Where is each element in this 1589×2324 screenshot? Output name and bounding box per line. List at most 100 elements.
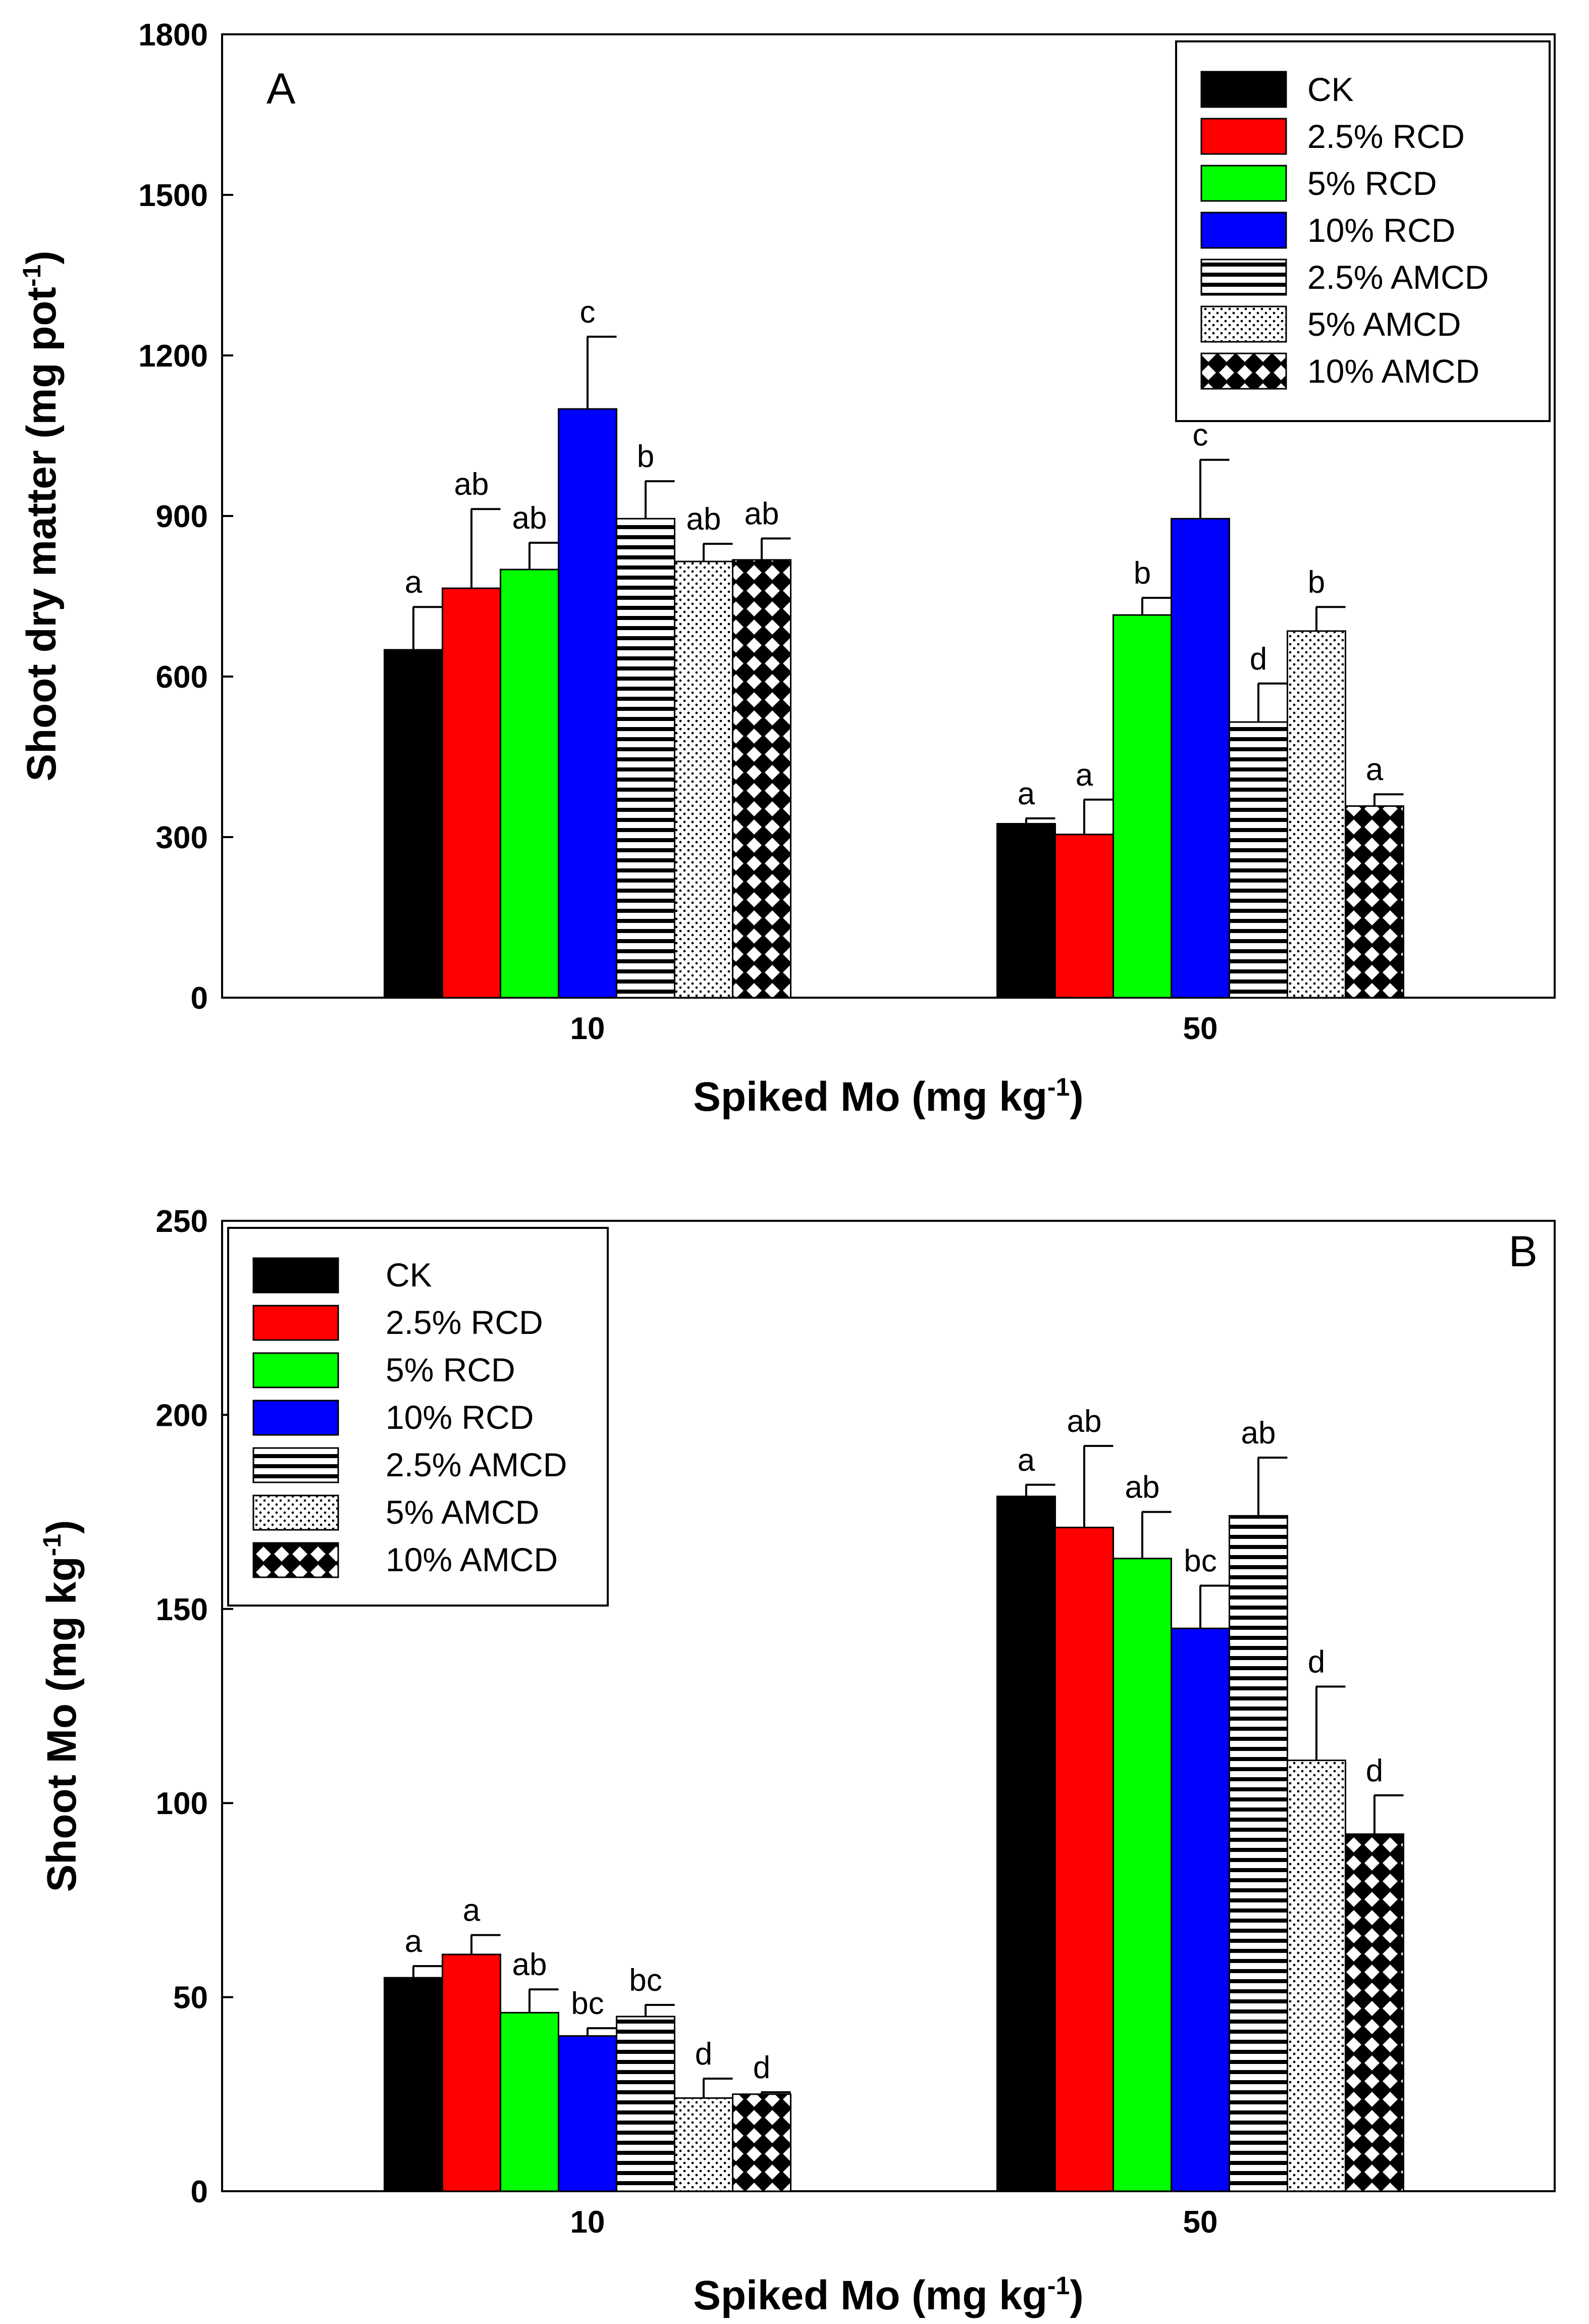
legend-label-10pct-amcd: 10% AMCD	[1307, 352, 1479, 390]
significance-label: ab	[1241, 1416, 1276, 1451]
y-tick-label: 1500	[138, 178, 208, 213]
legend-swatch-5pct-amcd	[252, 1494, 339, 1531]
plot-frame-b	[221, 1220, 1556, 2192]
y-tick-label: 1800	[138, 18, 208, 53]
significance-label: ab	[1067, 1404, 1102, 1439]
legend-label-2-5pct-amcd: 2.5% AMCD	[1307, 259, 1489, 296]
significance-label: d	[695, 2037, 712, 2072]
legend-swatch-5pct-rcd	[1200, 165, 1287, 202]
legend-b: CK 2.5% RCD 5% RCD 10% RCD 2.5% AMCD 5% AMCD 1…	[227, 1227, 609, 1607]
significance-label: b	[1134, 556, 1151, 591]
x-tick-label: 50	[1183, 1011, 1218, 1046]
bar-10pct-rcd-10	[558, 408, 617, 999]
bar-ck-50	[996, 823, 1056, 999]
y-tick-label: 600	[156, 660, 208, 695]
legend-label-2-5pct-rcd: 2.5% RCD	[386, 1304, 543, 1341]
y-tick-label: 50	[173, 1981, 208, 2016]
significance-label: ab	[1125, 1470, 1160, 1505]
legend-label-10pct-amcd: 10% AMCD	[386, 1541, 558, 1578]
x-axis-title-b: Spiked Mo (mg kg-1)	[693, 2271, 1083, 2318]
legend-swatch-2-5pct-rcd	[1200, 118, 1287, 155]
significance-label: d	[1308, 1645, 1325, 1680]
y-tick-label: 300	[156, 820, 208, 855]
bar-2-5pct-amcd-10	[616, 2016, 675, 2192]
bar-10pct-rcd-50	[1171, 518, 1230, 999]
significance-label: a	[1018, 777, 1035, 811]
x-tick-label: 50	[1183, 2205, 1218, 2240]
y-tick-label: 150	[156, 1592, 208, 1627]
bar-ck-10	[384, 649, 443, 999]
bar-2-5pct-rcd-10	[442, 1953, 501, 2192]
y-tick-label: 0	[191, 2175, 208, 2209]
panel-label-a: A	[267, 65, 296, 113]
bar-5pct-rcd-10	[500, 2011, 559, 2192]
significance-label: d	[1250, 642, 1267, 677]
legend-label-ck: CK	[1307, 71, 1354, 108]
significance-label: ab	[512, 501, 547, 536]
bar-5pct-rcd-50	[1113, 1558, 1172, 2192]
significance-label: b	[1308, 565, 1325, 600]
significance-label: a	[405, 565, 422, 600]
y-tick-label: 0	[191, 981, 208, 1016]
legend-swatch-10pct-rcd	[252, 1400, 339, 1436]
legend-a: CK 2.5% RCD 5% RCD 10% RCD 2.5% AMCD 5% AMCD 1…	[1175, 40, 1551, 422]
legend-label-5pct-amcd: 5% AMCD	[386, 1493, 539, 1531]
y-axis-title-a: Shoot dry matter (mg pot-1)	[18, 250, 65, 781]
legend-swatch-2-5pct-amcd	[1200, 259, 1287, 296]
significance-label: c	[1193, 418, 1208, 453]
bar-5pct-amcd-10	[674, 2097, 733, 2192]
bar-10pct-amcd-50	[1345, 1833, 1404, 2192]
y-tick-label: 900	[156, 499, 208, 534]
significance-label: bc	[629, 1963, 662, 1998]
x-axis-title-a: Spiked Mo (mg kg-1)	[693, 1073, 1083, 1120]
legend-label-5pct-rcd: 5% RCD	[386, 1351, 515, 1388]
bar-5pct-rcd-50	[1113, 614, 1172, 999]
x-tick-label: 10	[570, 1011, 605, 1046]
significance-label: d	[1366, 1753, 1383, 1788]
legend-swatch-10pct-amcd	[1200, 352, 1287, 390]
significance-label: ab	[745, 497, 779, 532]
legend-swatch-ck	[252, 1257, 339, 1294]
bar-5pct-amcd-50	[1287, 1760, 1346, 2192]
bar-5pct-rcd-10	[500, 569, 559, 999]
significance-label: ab	[512, 1947, 547, 1982]
x-tick-label: 10	[570, 2205, 605, 2240]
significance-label: a	[1076, 758, 1093, 793]
significance-label: a	[1366, 752, 1384, 787]
bar-10pct-amcd-10	[732, 2093, 791, 2192]
y-tick-label: 100	[156, 1786, 208, 1821]
legend-swatch-ck	[1200, 71, 1287, 108]
legend-swatch-10pct-amcd	[252, 1542, 339, 1578]
significance-label: b	[637, 439, 654, 474]
panel-label-b: B	[1509, 1227, 1538, 1276]
bar-2-5pct-amcd-10	[616, 518, 675, 999]
legend-label-10pct-rcd: 10% RCD	[386, 1399, 534, 1436]
legend-label-10pct-rcd: 10% RCD	[1307, 212, 1455, 249]
significance-label: a	[463, 1893, 481, 1928]
bar-10pct-amcd-50	[1345, 805, 1404, 999]
bar-5pct-amcd-10	[674, 560, 733, 999]
y-tick-label: 1200	[138, 339, 208, 374]
bar-2-5pct-amcd-50	[1229, 721, 1288, 999]
significance-label: d	[753, 2050, 770, 2085]
legend-swatch-2-5pct-rcd	[252, 1305, 339, 1341]
bar-2-5pct-rcd-10	[442, 587, 501, 999]
legend-label-ck: CK	[386, 1256, 432, 1294]
significance-label: bc	[571, 1986, 604, 2021]
bar-ck-10	[384, 1977, 443, 2192]
significance-label: bc	[1184, 1544, 1216, 1579]
bar-2-5pct-amcd-50	[1229, 1515, 1288, 2192]
bar-10pct-rcd-10	[558, 2035, 617, 2192]
legend-swatch-10pct-rcd	[1200, 212, 1287, 249]
bar-5pct-amcd-50	[1287, 630, 1346, 999]
bar-2-5pct-rcd-50	[1054, 834, 1114, 999]
legend-swatch-5pct-amcd	[1200, 305, 1287, 343]
legend-swatch-5pct-rcd	[252, 1352, 339, 1388]
significance-label: c	[580, 295, 596, 330]
legend-label-2-5pct-rcd: 2.5% RCD	[1307, 118, 1465, 155]
legend-label-2-5pct-amcd: 2.5% AMCD	[386, 1446, 567, 1483]
